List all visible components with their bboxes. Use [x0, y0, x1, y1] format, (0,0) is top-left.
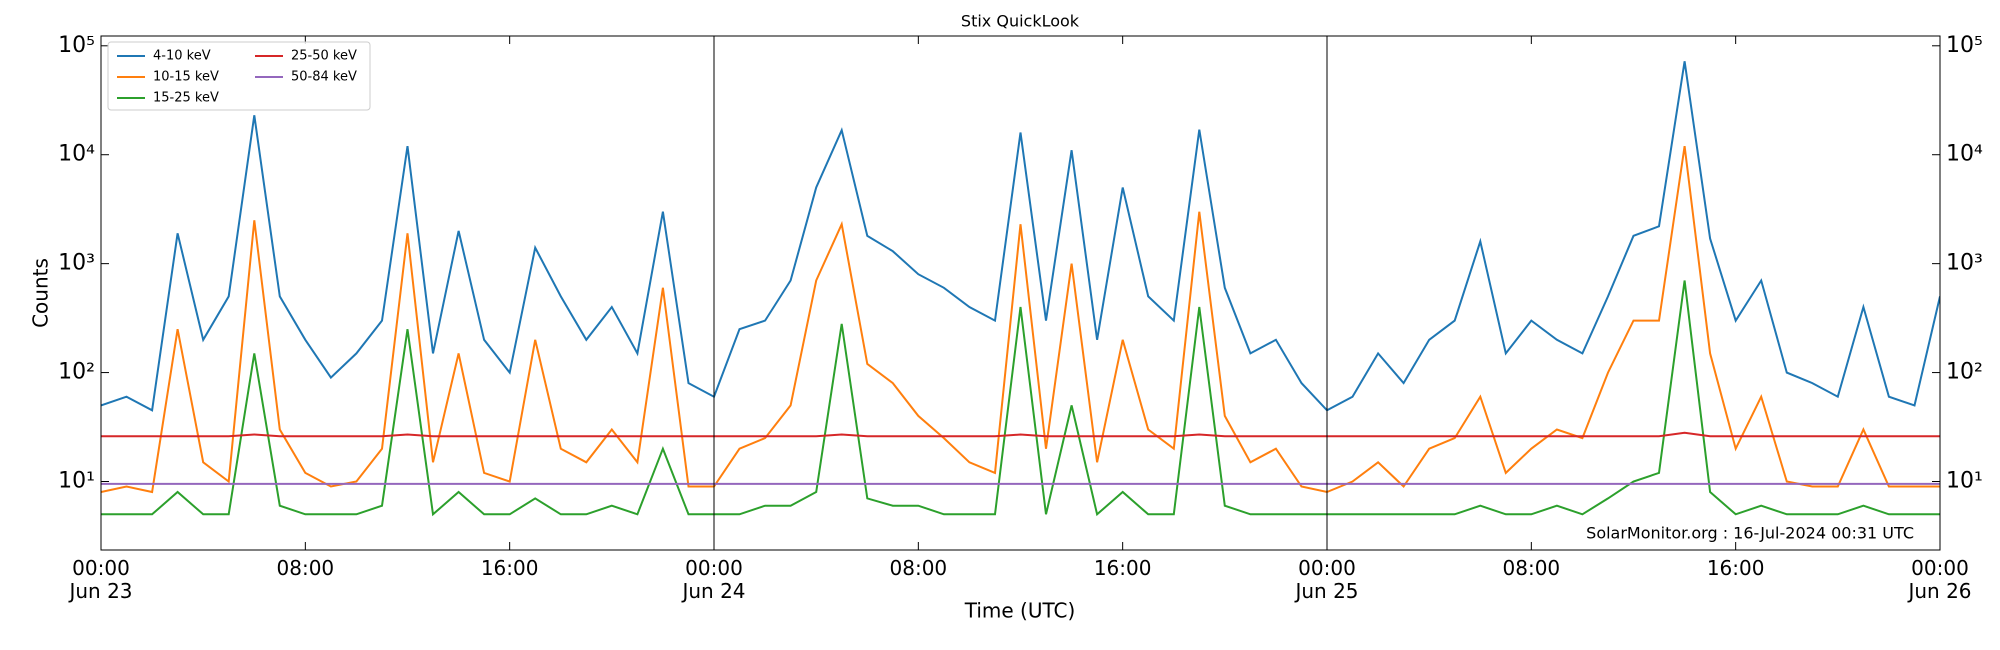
- y-tick-label: 10²: [1946, 360, 1983, 385]
- x-tick-label: 00:00 Jun 26: [1908, 556, 1972, 603]
- x-tick-label: 16:00: [480, 556, 539, 580]
- y-tick-label: 10⁵: [1946, 33, 1983, 58]
- legend-label: 15-25 keV: [153, 91, 219, 106]
- y-tick-label: 10³: [1946, 251, 1983, 276]
- legend: 4-10 keV 10-15 keV 15-25 keV 25-50 keV 50-84…: [107, 41, 371, 111]
- y-tick-label: 10⁵: [58, 33, 95, 58]
- x-tick-label: 16:00: [1093, 556, 1152, 580]
- x-tick-label: 08:00: [1502, 556, 1561, 580]
- series-line: [101, 145, 1940, 494]
- series-line: [101, 61, 1940, 412]
- y-axis-label: Counts: [29, 258, 53, 328]
- x-tick-label: 16:00: [1706, 556, 1765, 580]
- series-line: [101, 280, 1940, 517]
- x-axis-label: Time (UTC): [964, 599, 1076, 623]
- legend-label: 4-10 keV: [153, 49, 211, 64]
- legend-label: 50-84 keV: [291, 70, 357, 85]
- x-tick-label: 08:00: [889, 556, 948, 580]
- x-tick-label: 00:00 Jun 25: [1295, 556, 1359, 603]
- series-line: [101, 431, 1940, 438]
- legend-box: [107, 41, 371, 111]
- legend-label: 10-15 keV: [153, 70, 219, 85]
- x-tick-label: 08:00: [276, 556, 335, 580]
- y-tick-label: 10⁴: [58, 142, 95, 167]
- y-tick-label: 10²: [58, 360, 95, 385]
- chart-title: Stix QuickLook: [961, 12, 1080, 31]
- y-tick-label: 10¹: [1946, 468, 1983, 493]
- y-tick-label: 10¹: [58, 468, 95, 493]
- annotation: SolarMonitor.org : 16-Jul-2024 00:31 UTC: [1586, 524, 1914, 543]
- y-tick-label: 10⁴: [1946, 142, 1983, 167]
- legend-label: 25-50 keV: [291, 49, 357, 64]
- x-tick-label: 00:00 Jun 23: [69, 556, 133, 603]
- plot-frame: [100, 35, 1941, 551]
- x-tick-label: 00:00 Jun 24: [682, 556, 746, 603]
- y-tick-label: 10³: [58, 251, 95, 276]
